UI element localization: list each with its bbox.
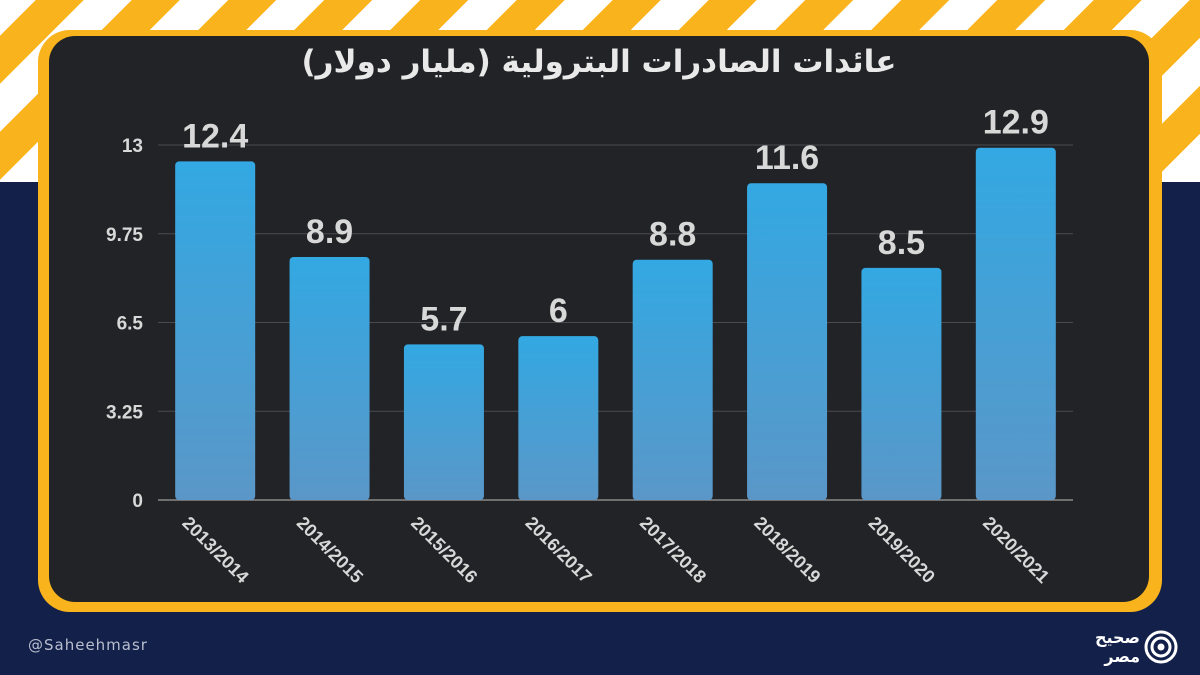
watermark-handle: @Saheehmasr [28,636,148,654]
x-tick-label: 2019/2020 [865,513,939,587]
value-labels: 12.4 8.9 5.7 6 8.8 11.6 8.5 12.9 [182,104,1049,339]
x-tick-label: 2016/2017 [521,513,595,587]
value-label: 6 [549,292,568,330]
bar [632,259,713,500]
bar [747,183,828,500]
y-tick-label: 6.5 [117,314,144,335]
bar [175,161,256,500]
logo-text-line1: صحيح [1094,628,1140,647]
y-tick-label: 13 [122,136,143,157]
value-label: 12.4 [182,117,248,155]
bar [289,256,370,500]
target-logo-icon [1144,630,1178,664]
value-label: 5.7 [420,300,467,338]
x-tick-label: 2013/2014 [178,513,252,587]
value-label: 11.6 [755,139,819,177]
bar [975,147,1056,500]
x-tick-label: 2015/2016 [407,513,481,587]
value-label: 8.8 [649,216,696,254]
x-tick-label: 2017/2018 [636,513,710,587]
bars [175,147,1056,500]
y-tick-label: 9.75 [106,225,143,246]
value-label: 8.9 [306,213,353,251]
y-tick-label: 0 [132,491,143,512]
brand-logo: صحيح مصر [1082,626,1178,670]
chart-title: عائدات الصادرات البترولية (مليار دولار) [301,44,897,80]
x-tick-label: 2014/2015 [293,513,367,587]
x-tick-label: 2018/2019 [750,513,824,587]
bar [403,344,484,500]
value-label: 12.9 [983,104,1049,142]
y-tick-label: 3.25 [106,402,143,423]
x-tick-label: 2020/2021 [979,513,1053,587]
bar [518,336,599,500]
bar [861,267,942,500]
logo-text-line2: مصر [1104,647,1140,666]
logo-text: صحيح مصر [1082,628,1140,666]
value-label: 8.5 [878,224,925,262]
